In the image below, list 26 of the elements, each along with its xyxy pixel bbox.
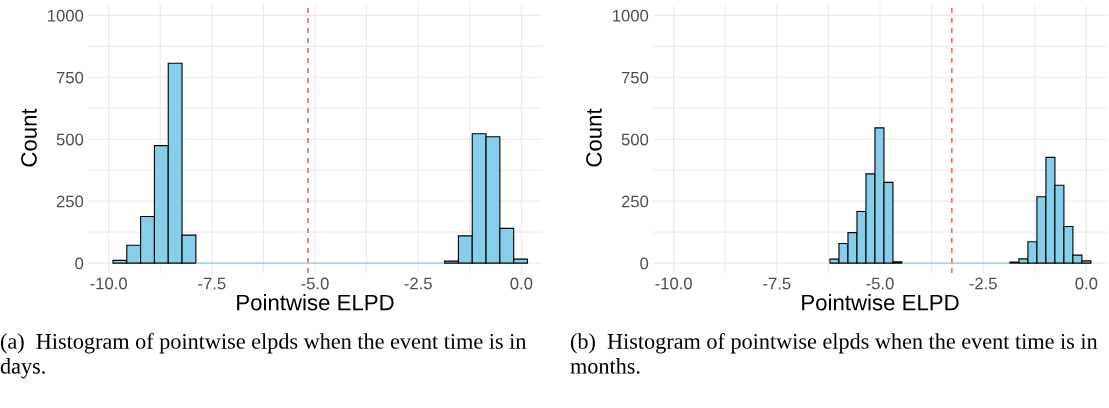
text: (b) Histogram of pointwise elpds when the event time is in months.	[570, 333, 1098, 374]
x-tick-label: -10.0	[655, 277, 692, 290]
x-tick-label: -2.5	[969, 277, 997, 290]
y-tick-label: 750	[56, 71, 84, 84]
x-tick-label: -7.5	[763, 277, 791, 290]
x-tick-label: -2.5	[404, 277, 432, 290]
y-tick-label: 0	[75, 257, 84, 270]
y-tick-label: 500	[621, 133, 649, 146]
x-tick-label: -5.0	[301, 277, 329, 290]
x-tick-label: -7.5	[198, 277, 226, 290]
x-tick-label: -5.0	[866, 277, 894, 290]
y-tick-label: 1000	[48, 9, 84, 22]
x-tick-label: 0.0	[1075, 277, 1098, 290]
x-tick-label: 0.0	[510, 277, 533, 290]
x-tick-label: -10.0	[90, 277, 127, 290]
y-axis-title: Count	[21, 108, 37, 167]
y-tick-label: 750	[621, 71, 649, 84]
y-tick-label: 250	[56, 195, 84, 208]
x-axis-title: Pointwise ELPD	[237, 294, 394, 311]
y-tick-label: 500	[56, 133, 84, 146]
y-tick-label: 0	[640, 257, 649, 270]
y-tick-label: 250	[621, 195, 649, 208]
y-tick-label: 1000	[613, 9, 649, 22]
text: (a) Histogram of pointwise elpds when the event time is in days.	[0, 333, 527, 379]
x-axis-title: Pointwise ELPD	[802, 294, 959, 311]
y-axis-title: Count	[586, 108, 602, 167]
